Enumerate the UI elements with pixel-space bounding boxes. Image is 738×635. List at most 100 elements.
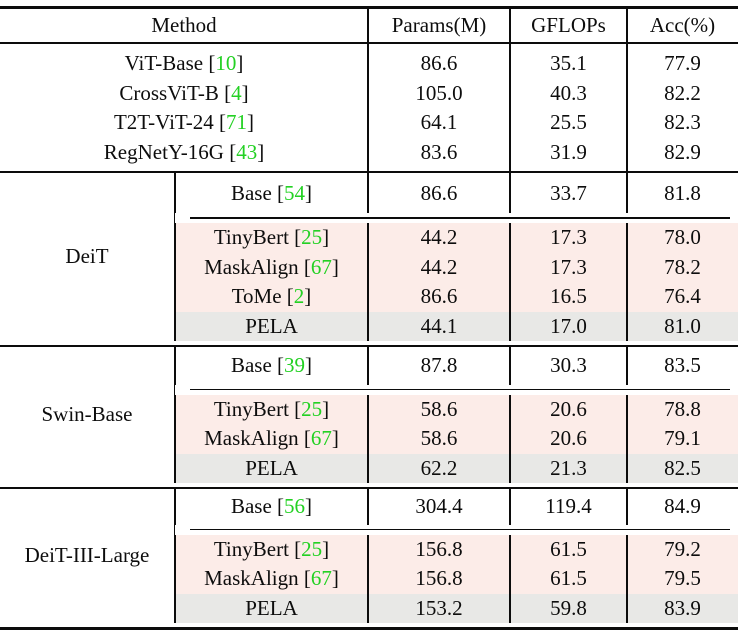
column-divider (174, 346, 176, 483)
deit-row-base: Base [54] 86.6 33.7 81.8 (175, 173, 738, 213)
baseline-rows: ViT-Base [10] 86.6 35.1 77.9 CrossViT-B [4] 1… (0, 49, 738, 167)
citation-ref: 4 (231, 80, 242, 105)
header-gflops: GFLOPs (531, 13, 606, 37)
section-rule (0, 486, 738, 489)
swin-base-row-tinybert: TinyBert [25] 58.6 20.6 78.8 (175, 394, 738, 424)
gflops-cell: 20.6 (550, 396, 587, 421)
citation-ref: 39 (284, 353, 306, 377)
gflops-cell: 25.5 (550, 110, 587, 135)
column-divider (367, 173, 369, 341)
table-top-rule (0, 6, 738, 9)
method-cell: ViT-Base [10] (124, 51, 244, 76)
method-cell: Base [56] (230, 494, 313, 518)
acc-cell: 79.1 (664, 426, 701, 451)
table-row-vit-base: ViT-Base [10] 86.6 35.1 77.9 (0, 49, 738, 79)
method-cell: Base [39] (230, 353, 313, 377)
gflops-cell: 59.8 (550, 595, 587, 620)
group-rows: Base [56] 304.4 119.4 84.9 TinyBert [25] 156.… (175, 489, 738, 627)
header-params: Params(M) (391, 13, 487, 37)
gflops-cell: 30.3 (550, 353, 587, 377)
deit-row-tome: ToMe [2] 86.6 16.5 76.4 (175, 282, 738, 312)
swin-base-row-maskalign: MaskAlign [67] 58.6 20.6 79.1 (175, 424, 738, 454)
column-divider (626, 346, 628, 483)
column-divider (509, 346, 511, 483)
citation-ref: 10 (215, 51, 237, 76)
params-cell: 62.2 (420, 455, 458, 480)
column-divider (509, 173, 511, 341)
citation-ref: 25 (301, 536, 323, 561)
swin-base-row-pela: PELA 62.2 21.3 82.5 (175, 453, 738, 483)
gflops-cell: 21.3 (550, 455, 587, 480)
partial-rule-line (190, 388, 730, 390)
column-divider (174, 488, 176, 623)
params-cell: 87.8 (420, 353, 458, 377)
acc-cell: 82.2 (664, 80, 701, 105)
column-divider (626, 9, 628, 42)
citation-ref: 67 (310, 426, 332, 451)
column-divider (367, 346, 369, 483)
column-divider (626, 488, 628, 623)
acc-cell: 82.9 (664, 139, 701, 164)
partial-rule-line (190, 217, 730, 219)
method-cell: PELA (245, 313, 298, 338)
params-cell: 86.6 (420, 180, 458, 205)
params-cell: 86.6 (420, 51, 458, 76)
gflops-cell: 40.3 (550, 80, 587, 105)
partial-rule-line (190, 528, 730, 530)
gflops-cell: 17.3 (550, 225, 587, 250)
acc-cell: 78.0 (664, 225, 701, 250)
gflops-cell: 61.5 (550, 536, 587, 561)
method-cell: PELA (245, 455, 298, 480)
gflops-cell: 17.3 (550, 254, 587, 279)
group-rows: Base [39] 87.8 30.3 83.5 TinyBert [25] 58.6 20… (175, 347, 738, 487)
citation-ref: 43 (236, 139, 258, 164)
method-cell: MaskAlign [67] (204, 566, 339, 591)
section-gap (175, 341, 738, 345)
column-divider (174, 173, 176, 341)
table-bottom-rule (0, 626, 738, 630)
deit-row-pela: PELA 44.1 17.0 81.0 (175, 311, 738, 341)
baseline-section: ViT-Base [10] 86.6 35.1 77.9 CrossViT-B [4] 1… (0, 44, 738, 171)
params-cell: 83.6 (420, 139, 458, 164)
group-label-deit: DeiT (65, 244, 109, 269)
params-cell: 156.8 (415, 536, 463, 561)
deit-iii-large-row-base: Base [56] 304.4 119.4 84.9 (175, 489, 738, 525)
deit-row-maskalign: MaskAlign [67] 44.2 17.3 78.2 (175, 252, 738, 282)
gflops-cell: 16.5 (550, 284, 587, 309)
params-cell: 44.2 (420, 225, 458, 250)
swin-base-row-base: Base [39] 87.8 30.3 83.5 (175, 347, 738, 385)
table-header-row: Method Params(M) GFLOPs Acc(%) (0, 9, 738, 42)
acc-cell: 79.5 (664, 566, 701, 591)
acc-cell: 81.0 (664, 313, 701, 338)
params-cell: 58.6 (420, 426, 458, 451)
column-divider (509, 488, 511, 623)
group-label-swin-base: Swin-Base (41, 402, 133, 426)
column-divider (509, 9, 511, 42)
group-section-deit: DeiT Base [54] 86.6 33.7 81.8 TinyBert [25] 44… (0, 173, 738, 345)
gflops-cell: 35.1 (550, 51, 587, 76)
header-acc: Acc(%) (649, 13, 716, 37)
acc-cell: 84.9 (664, 494, 701, 518)
params-cell: 105.0 (415, 80, 463, 105)
method-cell: ToMe [2] (231, 284, 312, 309)
params-cell: 156.8 (415, 566, 463, 591)
method-cell: PELA (245, 595, 298, 620)
method-cell: TinyBert [25] (213, 536, 330, 561)
header-bottom-rule (0, 42, 738, 44)
column-divider (367, 488, 369, 623)
column-divider (367, 9, 369, 42)
method-cell: T2T-ViT-24 [71] (113, 110, 255, 135)
gflops-cell: 33.7 (550, 180, 587, 205)
section-gap (175, 623, 738, 627)
group-sections: DeiT Base [54] 86.6 33.7 81.8 TinyBert [25] 44… (0, 173, 738, 627)
partial-rule (175, 384, 738, 395)
group-label-deit-iii-large: DeiT-III-Large (24, 543, 150, 567)
deit-iii-large-row-maskalign: MaskAlign [67] 156.8 61.5 79.5 (175, 564, 738, 594)
acc-cell: 83.5 (664, 353, 701, 377)
gflops-cell: 119.4 (545, 494, 592, 518)
params-cell: 44.1 (420, 313, 458, 338)
citation-ref: 2 (293, 284, 305, 309)
partial-rule (175, 524, 738, 535)
deit-row-tinybert: TinyBert [25] 44.2 17.3 78.0 (175, 223, 738, 253)
